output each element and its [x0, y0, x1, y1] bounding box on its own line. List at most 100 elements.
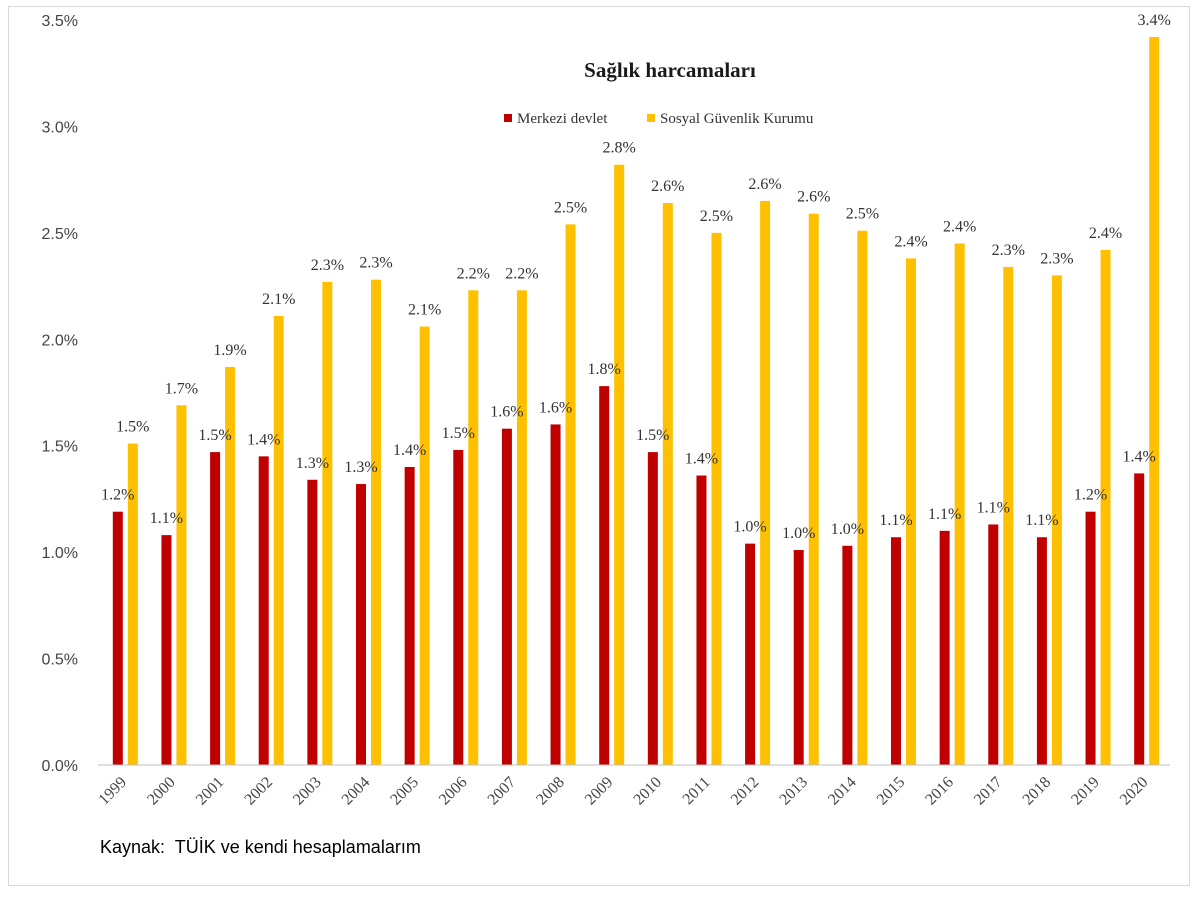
bar-sosyal-guvenlik-kurumu [1149, 37, 1160, 766]
x-tick-label: 1999 [95, 774, 130, 809]
data-label: 1.4% [1123, 448, 1156, 465]
data-label: 1.8% [588, 361, 621, 378]
bar-merkezi-devlet [404, 467, 415, 765]
data-label: 1.5% [116, 419, 149, 436]
bar-sosyal-guvenlik-kurumu [662, 203, 673, 766]
data-label: 1.9% [213, 342, 246, 359]
x-tick-label: 2004 [339, 774, 374, 809]
x-tick-label: 2014 [825, 774, 860, 809]
bar-sosyal-guvenlik-kurumu [468, 290, 479, 765]
y-tick-label: 3.5% [42, 13, 78, 30]
data-label: 1.2% [1074, 487, 1107, 504]
data-label: 2.3% [359, 255, 392, 272]
bar-merkezi-devlet [793, 550, 804, 765]
bar-sosyal-guvenlik-kurumu [711, 232, 722, 765]
data-label: 1.1% [879, 512, 912, 529]
bar-merkezi-devlet [112, 511, 123, 765]
bar-merkezi-devlet [1134, 473, 1145, 765]
bar-sosyal-guvenlik-kurumu [906, 258, 916, 765]
data-label: 2.8% [603, 140, 636, 157]
data-label: 2.1% [262, 291, 295, 308]
bar-merkezi-devlet [550, 424, 561, 765]
data-label: 1.6% [490, 404, 523, 421]
data-label: 2.6% [651, 178, 684, 195]
data-label: 1.0% [831, 521, 864, 538]
data-label: 2.3% [992, 242, 1025, 259]
x-tick-label: 2008 [533, 774, 568, 809]
x-tick-label: 2006 [436, 774, 471, 809]
x-tick-label: 2017 [971, 774, 1006, 809]
data-label: 1.7% [165, 380, 198, 397]
bar-sosyal-guvenlik-kurumu [273, 315, 284, 765]
y-tick-label: 2.0% [42, 332, 78, 349]
legend-swatch-merkezi-devlet [504, 114, 512, 122]
data-label: 1.5% [442, 425, 475, 442]
bar-sosyal-guvenlik-kurumu [565, 224, 576, 766]
bar-sosyal-guvenlik-kurumu [1003, 266, 1014, 765]
data-label: 1.3% [296, 455, 329, 472]
data-label: 2.4% [943, 219, 976, 236]
x-tick-label: 2001 [193, 774, 228, 809]
data-label: 1.3% [344, 459, 377, 476]
data-label: 2.5% [700, 208, 733, 225]
y-tick-label: 1.0% [42, 545, 78, 562]
data-label: 1.6% [539, 399, 572, 416]
data-label: 2.6% [797, 189, 830, 206]
bar-sosyal-guvenlik-kurumu [1051, 275, 1062, 765]
legend: Merkezi devlet Sosyal Güvenlik Kurumu [504, 111, 814, 127]
data-label: 2.4% [1089, 225, 1122, 242]
data-label: 1.4% [247, 431, 280, 448]
y-axis: 0.0% 0.5% 1.0% 1.5% 2.0% 2.5% 3.0% 3.5% [42, 13, 78, 775]
bar-merkezi-devlet [745, 543, 756, 765]
x-tick-label: 2018 [1020, 774, 1055, 809]
x-tick-label: 2020 [1117, 774, 1152, 809]
data-label: 1.2% [101, 487, 134, 504]
bar-sosyal-guvenlik-kurumu [419, 326, 430, 765]
data-label: 3.4% [1138, 12, 1171, 29]
bar-sosyal-guvenlik-kurumu [176, 405, 187, 765]
data-labels: 1.2% 1.5% 1.1% 1.7% 1.5% 1.9% 1.4% 2.1% 1.3% 2.3%… [101, 12, 1171, 542]
bar-sosyal-guvenlik-kurumu [614, 164, 625, 765]
legend-label-merkezi-devlet: Merkezi devlet [517, 111, 608, 127]
y-tick-label: 2.5% [42, 226, 78, 243]
legend-label-sosyal-guvenlik-kurumu: Sosyal Güvenlik Kurumu [660, 111, 814, 127]
data-label: 2.6% [748, 176, 781, 193]
x-tick-label: 2000 [144, 774, 179, 809]
data-label: 1.4% [393, 442, 426, 459]
data-label: 2.3% [1040, 250, 1073, 267]
x-axis: 1999 2000 2001 2002 2003 2004 2005 2006 2007 2008… [95, 774, 1151, 809]
data-label: 2.3% [311, 257, 344, 274]
bar-sosyal-guvenlik-kurumu [1100, 249, 1111, 765]
x-tick-label: 2010 [630, 774, 665, 809]
bar-sosyal-guvenlik-kurumu [760, 200, 771, 765]
bar-merkezi-devlet [939, 530, 950, 765]
bar-sosyal-guvenlik-kurumu [322, 281, 333, 765]
bars [112, 37, 1160, 766]
data-label: 1.5% [198, 427, 231, 444]
y-tick-label: 1.5% [42, 439, 78, 456]
bar-sosyal-guvenlik-kurumu [857, 230, 868, 765]
y-tick-label: 3.0% [42, 119, 78, 136]
data-label: 1.1% [150, 510, 183, 527]
y-tick-label: 0.5% [42, 652, 78, 669]
bar-merkezi-devlet [599, 386, 610, 765]
x-tick-label: 2016 [922, 774, 957, 809]
bar-merkezi-devlet [1036, 537, 1047, 765]
x-tick-label: 2012 [728, 774, 763, 809]
data-label: 1.1% [928, 506, 961, 523]
x-tick-label: 2015 [874, 774, 909, 809]
x-tick-label: 2003 [290, 774, 325, 809]
bar-merkezi-devlet [696, 475, 707, 765]
bar-sosyal-guvenlik-kurumu [954, 243, 965, 765]
bar-sosyal-guvenlik-kurumu [808, 213, 819, 765]
chart-title: Sağlık harcamaları [584, 58, 756, 82]
bar-merkezi-devlet [647, 452, 658, 765]
x-tick-label: 2011 [680, 774, 714, 808]
bar-merkezi-devlet [501, 428, 512, 765]
bar-sosyal-guvenlik-kurumu [371, 279, 381, 765]
data-label: 1.0% [782, 525, 815, 542]
x-tick-label: 2019 [1068, 774, 1103, 809]
x-tick-label: 2009 [582, 774, 617, 809]
data-label: 1.5% [636, 427, 669, 444]
